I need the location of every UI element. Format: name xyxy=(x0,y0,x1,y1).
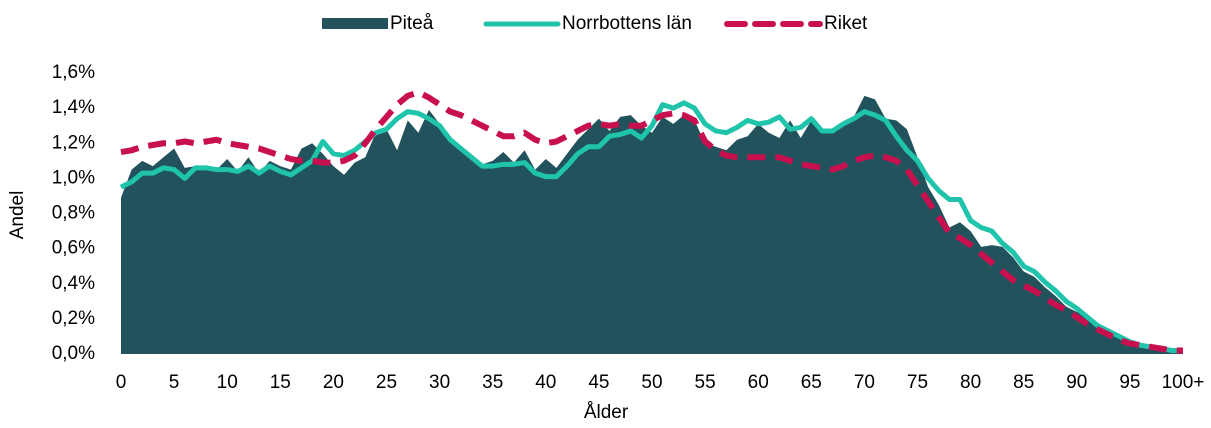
x-axis-title: Ålder xyxy=(584,402,629,423)
x-tick-label: 20 xyxy=(323,372,344,393)
y-tick-label: 1,2% xyxy=(52,132,95,153)
x-tick-label: 0 xyxy=(116,372,127,393)
y-tick-label: 1,6% xyxy=(52,62,95,83)
x-tick-label: 95 xyxy=(1119,372,1140,393)
x-tick-label: 35 xyxy=(482,372,503,393)
x-tick-label: 30 xyxy=(429,372,450,393)
y-tick-label: 0,6% xyxy=(52,238,95,259)
x-tick-label: 10 xyxy=(217,372,238,393)
x-tick-label: 5 xyxy=(169,372,180,393)
x-tick-label: 65 xyxy=(801,372,822,393)
x-tick-label: 85 xyxy=(1013,372,1034,393)
x-tick-label: 45 xyxy=(588,372,609,393)
y-tick-label: 0,0% xyxy=(52,343,95,364)
y-tick-label: 0,8% xyxy=(52,203,95,224)
x-tick-label: 40 xyxy=(535,372,556,393)
y-axis-title: Andel xyxy=(7,191,28,240)
x-tick-label: 80 xyxy=(960,372,981,393)
x-tick-label: 50 xyxy=(641,372,662,393)
x-tick-label: 90 xyxy=(1066,372,1087,393)
x-tick-label: 75 xyxy=(907,372,928,393)
x-tick-label: 15 xyxy=(270,372,291,393)
legend-label: Norrbottens län xyxy=(562,13,692,34)
y-tick-label: 0,4% xyxy=(52,273,95,294)
dashed-line xyxy=(120,89,1183,354)
x-tick-label: 60 xyxy=(748,372,769,393)
area xyxy=(121,95,1183,355)
legend-label: Riket xyxy=(824,13,868,34)
x-tick-label: 55 xyxy=(695,372,716,393)
y-tick-label: 0,2% xyxy=(52,308,95,329)
x-tick-label: 25 xyxy=(376,372,397,393)
y-tick-label: 1,4% xyxy=(52,97,95,118)
legend-label: Piteå xyxy=(390,13,434,34)
line xyxy=(119,100,1183,353)
y-tick-label: 1,0% xyxy=(52,167,95,188)
x-tick-label: 70 xyxy=(854,372,875,393)
x-tick-label: 100+ xyxy=(1162,372,1205,393)
legend-swatch xyxy=(322,18,388,29)
